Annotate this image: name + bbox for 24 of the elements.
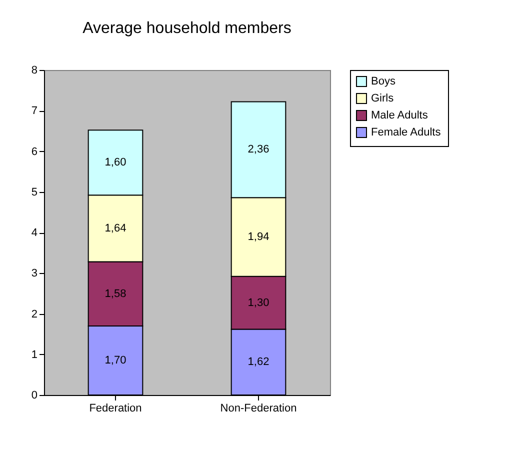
x-tick-label: Non-Federation — [220, 402, 297, 414]
data-label: 1,58 — [104, 288, 126, 300]
data-label: 1,70 — [104, 354, 126, 366]
x-tick-label: Federation — [89, 402, 142, 414]
data-label: 2,36 — [248, 144, 270, 156]
y-tick-label: 6 — [31, 146, 38, 158]
y-tick-label: 7 — [31, 105, 38, 118]
data-label: 1,94 — [248, 230, 270, 243]
legend-label: Girls — [371, 92, 394, 104]
legend-label: Male Adults — [371, 110, 428, 122]
legend-label: Female Adults — [371, 126, 442, 138]
data-label: 1,62 — [248, 356, 270, 368]
data-label: 1,60 — [104, 156, 126, 169]
y-tick-label: 5 — [31, 186, 38, 198]
y-tick-label: 3 — [31, 268, 38, 280]
y-tick-label: 1 — [31, 348, 38, 361]
data-label: 1,30 — [248, 296, 270, 309]
legend-label: Boys — [371, 76, 396, 88]
data-label: 1,64 — [104, 222, 126, 234]
y-tick-label: 4 — [31, 227, 38, 239]
y-tick-label: 0 — [31, 390, 38, 402]
y-tick-label: 2 — [31, 308, 38, 320]
chart-title: Average household members — [82, 20, 292, 37]
y-tick-label: 8 — [31, 64, 38, 76]
